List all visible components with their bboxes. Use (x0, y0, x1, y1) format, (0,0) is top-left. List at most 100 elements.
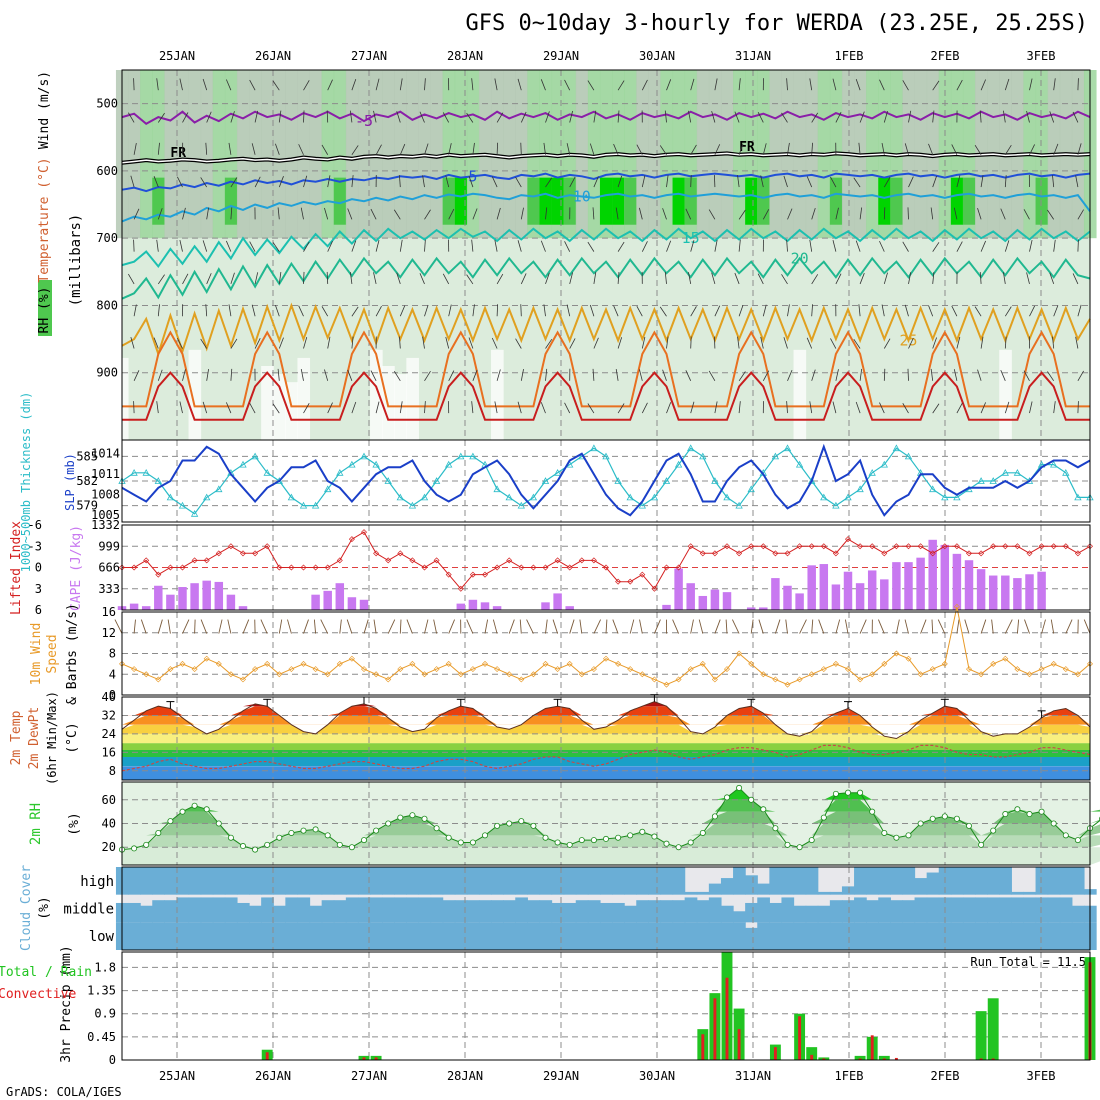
rh2m-point (494, 822, 501, 829)
wind-speed-point (373, 671, 380, 678)
lifted-point (1002, 543, 1009, 550)
wind-barb (351, 145, 359, 155)
surface-wind-barb (750, 619, 754, 634)
cloud-middle-bar (902, 900, 916, 923)
cloud-high-bar (829, 891, 843, 895)
wind-barb (399, 336, 401, 349)
wind-speed-point (179, 660, 186, 667)
wind-barb (424, 239, 426, 252)
cloud-low-bar (781, 922, 795, 950)
wind-barb (932, 242, 940, 252)
wind-speed-point (203, 655, 210, 662)
cloud-high-bar (539, 867, 553, 895)
cape-bar (759, 607, 768, 610)
surface-wind-barb (1004, 619, 1013, 634)
cloud-high-bar (430, 867, 444, 895)
lifted-point (1050, 543, 1057, 550)
rh2m-point (167, 818, 174, 825)
wind-speed-point (288, 666, 295, 673)
surface-wind-barb (844, 619, 849, 634)
wind-barb (1023, 370, 1030, 381)
rh-column-upper (236, 70, 250, 239)
cloud-high-bar (1035, 867, 1049, 895)
wind-barb (278, 272, 282, 284)
lifted-point (203, 557, 210, 564)
rh2m-point (857, 789, 864, 796)
wind-axis-label-3: & Barbs (m/s) (65, 603, 80, 705)
wind-barb (714, 144, 721, 155)
rh2m-point (409, 812, 416, 819)
rh2m-point (724, 794, 731, 801)
lifted-point (276, 564, 283, 571)
thickness-point (457, 452, 465, 460)
lifted-axis-label: Lifted Index (9, 521, 24, 615)
cloud-low-bar (212, 922, 226, 950)
wind-barb (737, 175, 740, 188)
rh-column-saturated (563, 177, 577, 225)
isotherm-20 (121, 256, 1091, 300)
wind-speed-point (808, 671, 815, 678)
lifted-point (736, 550, 743, 557)
cape-bar (141, 606, 151, 610)
cloud-middle-bar (841, 900, 855, 923)
cloud-middle-bar (793, 905, 807, 923)
wind-speed-point (385, 676, 392, 683)
wind-barb (351, 306, 359, 317)
rh2m-point (397, 814, 404, 821)
cloud-high-bar (515, 867, 528, 895)
rh-column-dry (793, 349, 807, 440)
wind-barb (928, 143, 934, 155)
wind-barb (738, 78, 741, 91)
wind-barb (809, 78, 813, 91)
wind-barb (545, 272, 550, 285)
rh-column-saturated (612, 177, 625, 225)
precip-convective-bar (858, 1058, 862, 1060)
wind-barb (472, 304, 475, 317)
wind-barb (298, 305, 304, 317)
wind-barb (1072, 111, 1079, 123)
thickness-point (420, 493, 429, 501)
precip-convective-bar (265, 1052, 269, 1060)
rh-legend-label: RH (%) (37, 287, 52, 334)
wind-barb (545, 338, 553, 349)
cloud-middle-bar (200, 897, 214, 923)
wind-speed-point (724, 666, 730, 673)
surface-wind-barb (653, 619, 661, 634)
rh-column-upper (273, 70, 286, 239)
cloud-middle-bar (442, 900, 456, 923)
lifted-point (506, 557, 513, 564)
wind-barb (133, 239, 135, 252)
wind-barb (932, 271, 935, 284)
rh-column-dry (273, 374, 286, 440)
wind-speed-point (603, 655, 609, 662)
wind-barb (496, 207, 501, 220)
wind-speed-point (276, 671, 283, 678)
wind-speed-point (966, 666, 972, 673)
lifted-point (978, 550, 985, 557)
wind10m-frame (121, 611, 1091, 696)
cloud-high-bar (878, 867, 891, 895)
surface-wind-barb (698, 619, 704, 634)
cloud-high-bar (781, 867, 795, 895)
wind-barb (979, 271, 982, 284)
wind-barb (351, 175, 354, 188)
surface-wind-barb (519, 619, 522, 634)
surface-wind-barb (593, 619, 601, 634)
wind-barb (589, 143, 595, 155)
lifted-point (191, 557, 198, 564)
rh2m-point (264, 841, 271, 848)
precip-convective-bar (701, 1034, 705, 1060)
surface-wind-barb (818, 619, 825, 634)
surface-wind-barb (785, 619, 788, 634)
wind-barb (202, 401, 208, 414)
lifted-point (240, 550, 246, 557)
surface-wind-barb (1024, 619, 1030, 634)
wind-barb (666, 175, 669, 188)
lifted-point (336, 557, 343, 564)
cloud-middle-bar (418, 897, 432, 923)
wind-barb (133, 142, 137, 155)
surface-wind-barb (157, 619, 163, 634)
wind-barb (811, 142, 813, 155)
cloud-layer-label: high (80, 874, 114, 890)
wind-barb (883, 338, 891, 349)
